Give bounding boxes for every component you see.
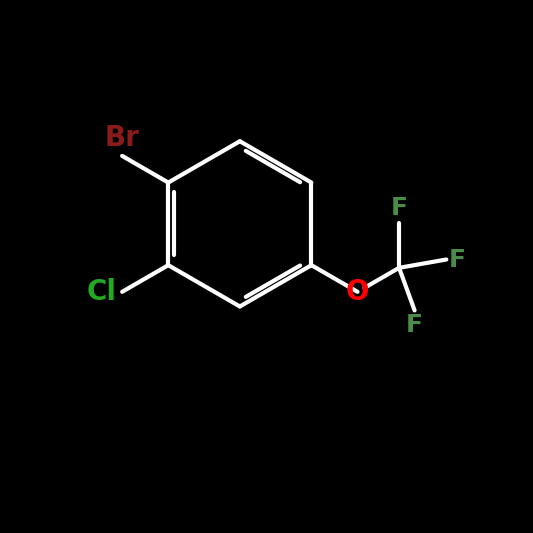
Text: Br: Br <box>104 124 140 152</box>
Text: F: F <box>406 313 423 337</box>
Text: O: O <box>346 278 369 306</box>
Text: F: F <box>449 247 466 271</box>
Text: F: F <box>391 196 408 220</box>
Text: Cl: Cl <box>87 278 117 306</box>
